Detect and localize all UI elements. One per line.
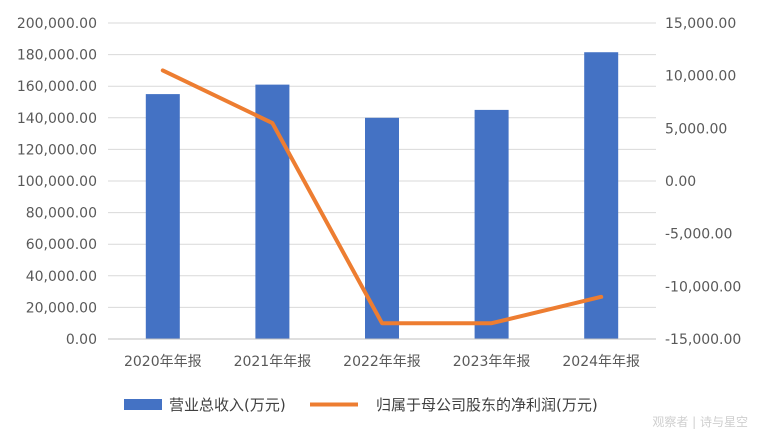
legend-label-net-profit: 归属于母公司股东的净利润(万元) [376, 396, 598, 414]
right-axis-ticks: -15,000.00 -10,000.00 -5,000.00 0.00 5,000.0… [665, 16, 741, 348]
bar-revenue [365, 117, 399, 339]
watermark: 观察者 | 诗与星空 [652, 415, 748, 429]
left-axis-ticks: 0.00 20,000.00 40,000.00 60,000.00 80,000.00… [17, 16, 97, 348]
left-axis-tick-label: 120,000.00 [17, 142, 97, 158]
left-axis-tick-label: 80,000.00 [26, 206, 97, 222]
category-label: 2023年年报 [453, 354, 531, 370]
net-profit-line-series [160, 68, 604, 326]
right-axis-tick-label: -10,000.00 [665, 279, 741, 295]
left-axis-tick-label: 20,000.00 [26, 300, 97, 316]
bar-revenue [584, 52, 619, 339]
right-axis-tick-label: 15,000.00 [665, 16, 736, 32]
right-axis-tick-label: -5,000.00 [665, 227, 732, 243]
left-axis-tick-label: 140,000.00 [17, 111, 97, 127]
category-label: 2024年年报 [562, 354, 640, 370]
bar-revenue [474, 109, 509, 340]
revenue-bars [145, 52, 619, 340]
right-axis-tick-label: 5,000.00 [665, 121, 727, 137]
right-axis-tick-label: 10,000.00 [665, 69, 736, 85]
left-axis-tick-label: 200,000.00 [17, 16, 97, 32]
left-axis-tick-label: 100,000.00 [17, 174, 97, 190]
category-label: 2021年年报 [234, 354, 312, 370]
left-axis-tick-label: 160,000.00 [17, 79, 97, 95]
category-label: 2022年年报 [343, 354, 421, 370]
legend: 营业总收入(万元) 归属于母公司股东的净利润(万元) [124, 396, 598, 414]
left-axis-tick-label: 40,000.00 [26, 269, 97, 285]
category-label: 2020年年报 [124, 354, 202, 370]
left-axis-tick-label: 0.00 [66, 332, 97, 348]
right-axis-tick-label: -15,000.00 [665, 332, 741, 348]
left-axis-tick-label: 60,000.00 [26, 237, 97, 253]
bar-revenue [145, 94, 180, 339]
right-axis-tick-label: 0.00 [665, 174, 696, 190]
legend-label-revenue: 营业总收入(万元) [169, 396, 286, 414]
left-axis-tick-label: 180,000.00 [17, 48, 97, 64]
legend-swatch-revenue [124, 399, 162, 410]
category-labels: 2020年年报 2021年年报 2022年年报 2023年年报 2024年年报 [124, 354, 640, 370]
line-net-profit [160, 68, 604, 326]
